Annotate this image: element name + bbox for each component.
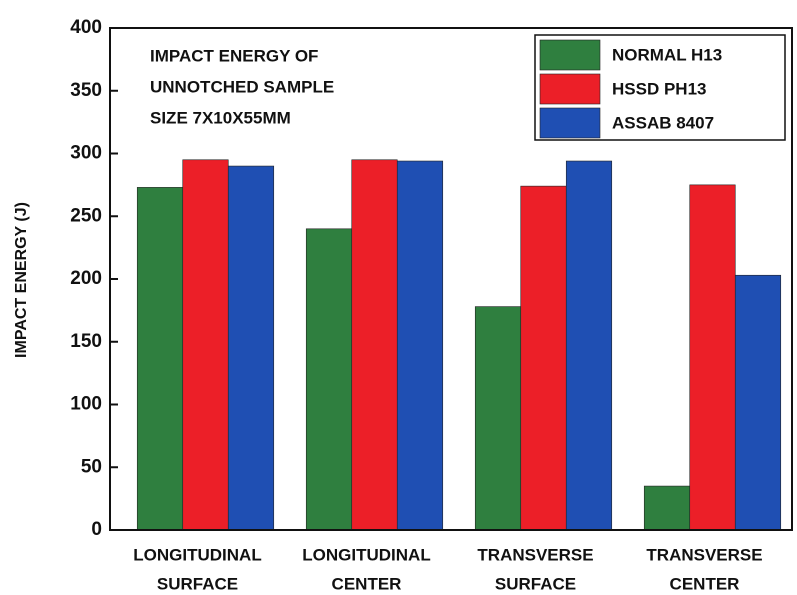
y-tick-label: 350 [70, 80, 102, 101]
legend-label: ASSAB 8407 [612, 113, 714, 132]
x-tick-label: SURFACE [157, 574, 238, 593]
bar [520, 185, 567, 531]
x-tick-label: SURFACE [495, 574, 576, 593]
bar [227, 165, 275, 531]
annotation: UNNOTCHED SAMPLE [150, 77, 334, 96]
bar [474, 306, 522, 531]
bar [305, 228, 353, 531]
y-tick-label: 200 [70, 268, 102, 289]
x-tick-label: CENTER [332, 574, 402, 593]
x-tick-label: LONGITUDINAL [133, 545, 261, 564]
bar [643, 485, 691, 531]
annotation: SIZE 7X10X55MM [150, 108, 291, 127]
bar [396, 160, 444, 531]
y-tick-label: 0 [91, 519, 102, 540]
y-tick-label: 250 [70, 205, 102, 226]
bar [734, 274, 782, 531]
bar [689, 184, 736, 531]
x-tick-label: TRANSVERSE [646, 545, 762, 564]
y-tick-label: 400 [70, 17, 102, 38]
x-tick-label: TRANSVERSE [477, 545, 593, 564]
y-tick-label: 300 [70, 143, 102, 164]
legend-label: NORMAL H13 [612, 45, 722, 64]
bar [182, 159, 229, 531]
bar [351, 159, 398, 531]
legend-swatch [539, 73, 601, 105]
annotation: IMPACT ENERGY OF [150, 46, 318, 65]
legend-swatch [539, 107, 601, 139]
legend-label: HSSD PH13 [612, 79, 706, 98]
bar [136, 187, 184, 531]
legend-swatch [539, 39, 601, 71]
y-tick-label: 50 [81, 456, 102, 477]
y-tick-label: 150 [70, 331, 102, 352]
x-tick-label: LONGITUDINAL [302, 545, 430, 564]
bar [565, 160, 613, 531]
x-tick-label: CENTER [670, 574, 740, 593]
y-tick-label: 100 [70, 394, 102, 415]
y-axis-label: IMPACT ENERGY (J) [13, 202, 30, 358]
